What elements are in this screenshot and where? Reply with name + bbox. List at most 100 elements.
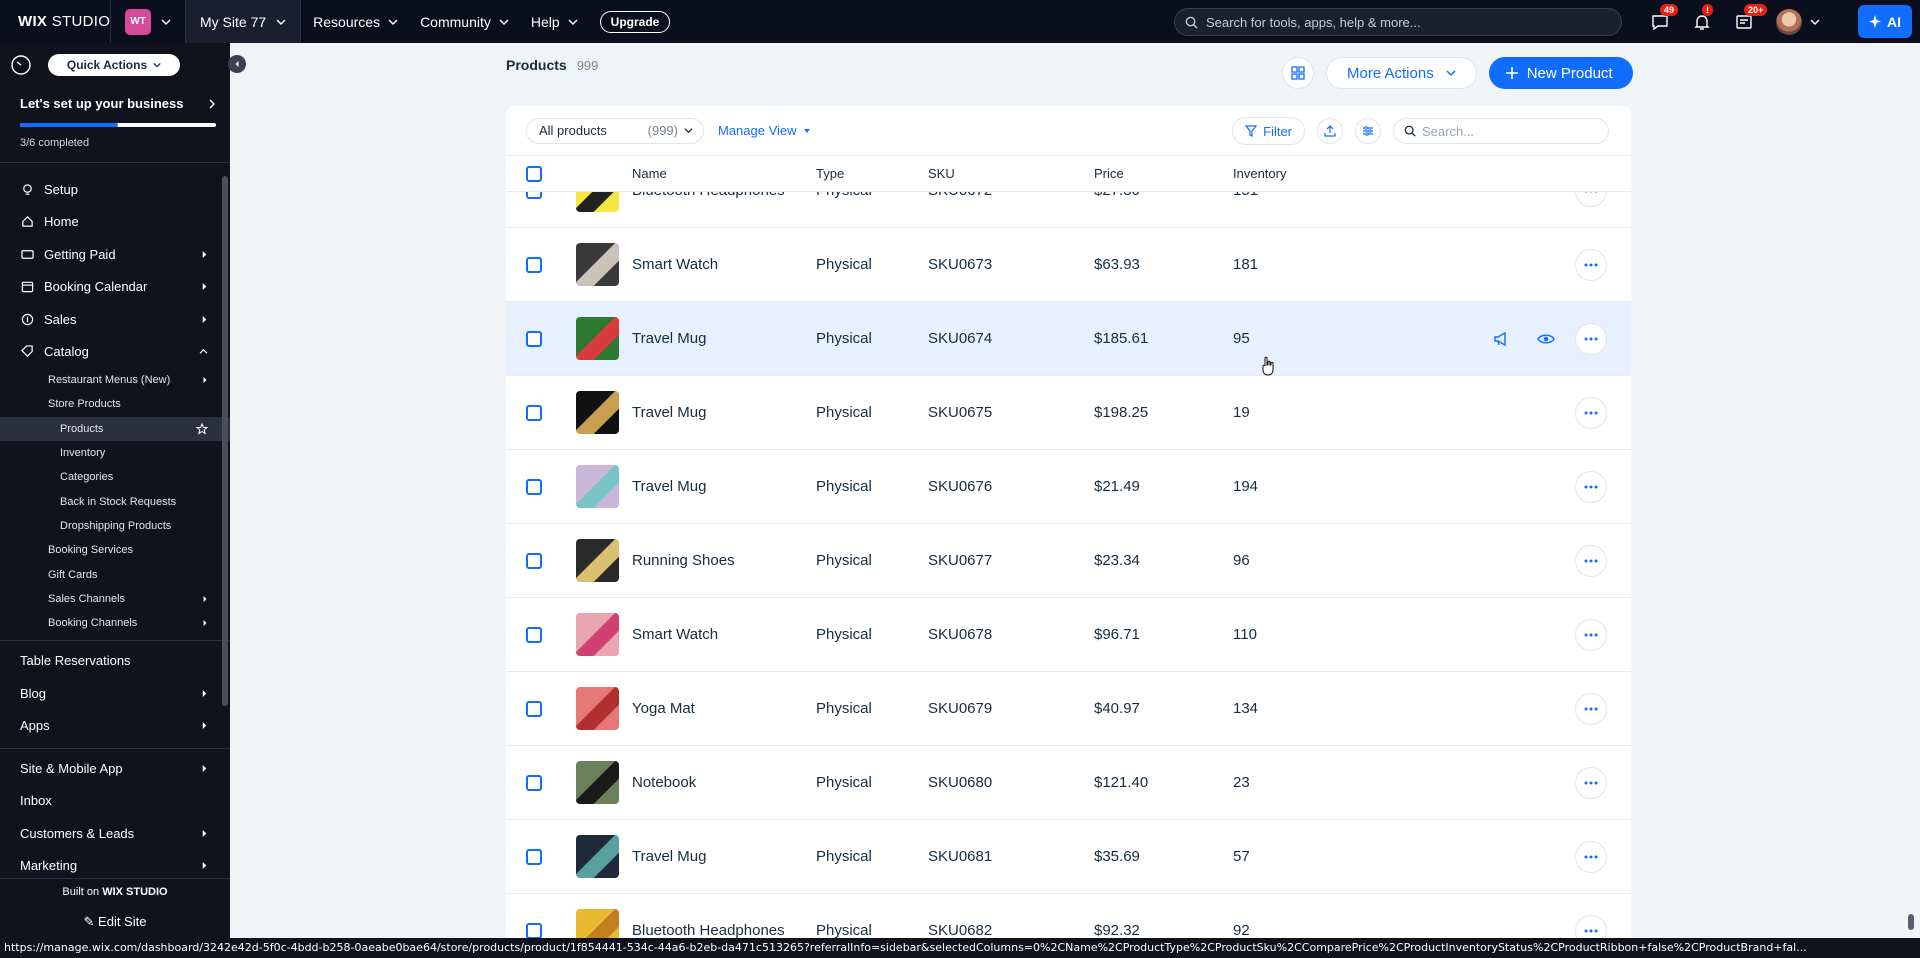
global-search-input[interactable]: Search for tools, apps, help & more... [1174,8,1622,36]
sub-item-gift-cards[interactable]: Gift Cards [48,568,98,581]
product-name[interactable]: Travel Mug [632,478,707,495]
sub-item-back-in-stock[interactable]: Back in Stock Requests [60,495,177,508]
nav-item-blog[interactable]: Blog [0,677,230,710]
table-row[interactable]: Yoga Mat Physical SKU0679 $40.97 134 [506,672,1631,746]
nav-item-booking-calendar[interactable]: Booking Calendar [0,271,230,304]
notifications-icon[interactable]: ! [1692,3,1713,32]
sub-item-store-products[interactable]: Store Products [48,398,121,411]
product-name[interactable]: Yoga Mat [632,700,695,717]
more-options-button[interactable] [1575,914,1607,938]
table-row[interactable]: Smart Watch Physical SKU0673 $63.93 181 [506,228,1631,302]
more-options-button[interactable] [1575,544,1607,577]
sidebar-scrollbar[interactable] [222,176,228,706]
product-name[interactable]: Bluetooth Headphones [632,192,816,199]
more-options-button[interactable] [1575,322,1607,355]
table-row[interactable]: Notebook Physical SKU0680 $121.40 23 [506,746,1631,820]
new-product-button[interactable]: New Product [1488,57,1633,89]
product-name[interactable]: Running Shoes [632,552,735,569]
row-checkbox[interactable] [526,192,542,199]
row-checkbox[interactable] [526,774,542,791]
updates-icon[interactable]: 20+ [1734,3,1768,32]
row-checkbox[interactable] [526,256,542,273]
nav-community[interactable]: Community [420,14,509,30]
product-name[interactable]: Travel Mug [632,848,707,865]
nav-item-marketing[interactable]: Marketing [0,849,230,882]
promote-icon[interactable] [1487,324,1517,354]
filter-button[interactable]: Filter [1232,117,1305,145]
table-row[interactable]: Bluetooth Headphones Physical SKU0672 $2… [506,192,1631,228]
nav-item-inbox[interactable]: Inbox [20,793,52,809]
more-options-button[interactable] [1575,192,1607,207]
view-select[interactable]: All products (999) [526,117,704,144]
product-name[interactable]: Bluetooth Headphones [632,922,785,938]
dashboard-speed-icon[interactable] [10,54,32,76]
messages-icon[interactable]: 49 [1650,3,1679,32]
nav-item-customers-leads[interactable]: Customers & Leads [0,817,230,850]
more-options-button[interactable] [1575,396,1607,429]
sub-item-booking-channels[interactable]: Booking Channels [0,611,230,635]
more-options-button[interactable] [1575,766,1607,799]
column-header-name[interactable]: Name [632,166,667,181]
star-icon[interactable] [196,422,208,435]
row-checkbox[interactable] [526,922,542,938]
sub-item-dropshipping[interactable]: Dropshipping Products [60,519,172,532]
site-switcher[interactable]: WT [110,0,186,43]
sub-item-categories[interactable]: Categories [60,471,114,484]
nav-item-sales[interactable]: Sales [0,303,230,336]
select-all-checkbox[interactable] [526,165,542,182]
more-options-button[interactable] [1575,470,1607,503]
upgrade-button[interactable]: Upgrade [599,10,671,33]
nav-help[interactable]: Help [531,14,578,30]
more-options-button[interactable] [1575,248,1607,281]
sub-item-booking-services[interactable]: Booking Services [48,544,133,557]
nav-item-site-mobile-app[interactable]: Site & Mobile App [0,752,230,785]
sub-item-sales-channels[interactable]: Sales Channels [0,587,230,611]
sub-item-restaurant-menus[interactable]: Restaurant Menus (New) [0,368,230,392]
sub-item-products[interactable]: Products [0,416,230,441]
row-checkbox[interactable] [526,626,542,643]
nav-item-table-reservations[interactable]: Table Reservations [20,653,131,669]
column-header-type[interactable]: Type [816,166,845,181]
table-row[interactable]: Travel Mug Physical SKU0681 $35.69 57 [506,820,1631,894]
table-row[interactable]: Bluetooth Headphones Physical SKU0682 $9… [506,894,1631,938]
row-checkbox[interactable] [526,700,542,717]
table-row[interactable]: Travel Mug Physical SKU0676 $21.49 194 [506,450,1631,524]
more-options-button[interactable] [1575,692,1607,725]
manage-view-button[interactable]: Manage View [718,123,811,138]
sub-item-inventory[interactable]: Inventory [60,447,106,460]
column-header-sku[interactable]: SKU [928,166,955,181]
ai-button[interactable]: AI [1858,5,1912,38]
column-header-inventory[interactable]: Inventory [1233,166,1287,181]
layout-toggle-button[interactable] [1282,57,1314,89]
column-header-price[interactable]: Price [1094,166,1124,181]
row-checkbox[interactable] [526,552,542,569]
product-name[interactable]: Smart Watch [632,256,719,273]
nav-item-apps[interactable]: Apps [0,709,230,742]
more-options-button[interactable] [1575,840,1607,873]
nav-resources[interactable]: Resources [313,14,398,30]
nav-item-getting-paid[interactable]: Getting Paid [0,238,230,271]
nav-item-catalog[interactable]: Catalog [0,336,230,369]
row-checkbox[interactable] [526,478,542,495]
table-row[interactable]: Running Shoes Physical SKU0677 $23.34 96 [506,524,1631,598]
row-checkbox[interactable] [526,848,542,865]
product-name[interactable]: Travel Mug [632,404,707,421]
nav-item-setup[interactable]: Setup [0,173,230,206]
site-name-menu[interactable]: My Site 77 [186,0,302,43]
setup-card[interactable]: Let's set up your business 3/6 completed [20,96,216,149]
more-options-button[interactable] [1575,618,1607,651]
page-scrollbar[interactable] [1908,914,1914,930]
account-menu[interactable] [1776,8,1820,35]
view-eye-icon[interactable] [1531,324,1561,354]
more-actions-button[interactable]: More Actions [1326,57,1477,89]
wix-studio-logo[interactable]: WIX STUDIO [18,13,111,30]
product-name[interactable]: Travel Mug [632,330,707,347]
nav-item-home[interactable]: Home [0,206,230,239]
export-button[interactable] [1317,118,1343,144]
row-checkbox[interactable] [526,404,542,421]
product-name[interactable]: Notebook [632,774,697,791]
edit-site-button[interactable]: ✎ Edit Site [83,914,147,929]
row-checkbox[interactable] [526,330,542,347]
quick-actions-button[interactable]: Quick Actions [48,53,180,76]
collapse-sidebar-button[interactable] [228,55,246,73]
